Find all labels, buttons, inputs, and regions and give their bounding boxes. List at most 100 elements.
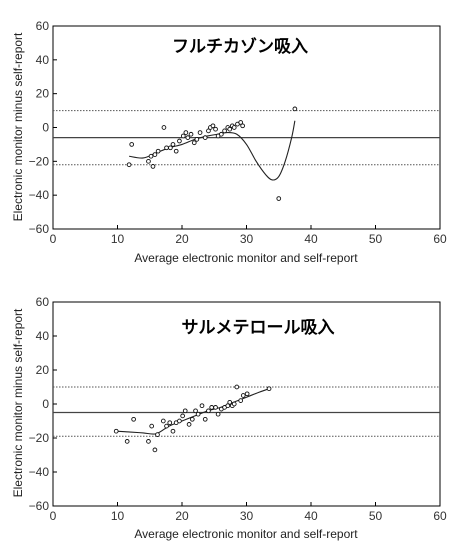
y-tick-label: −20 (29, 431, 50, 445)
data-point (266, 386, 272, 392)
x-tick-label: 30 (240, 232, 254, 246)
x-tick-label: 0 (50, 509, 57, 523)
data-point (186, 422, 192, 427)
data-point (170, 142, 176, 147)
y-ticks: 60 40 20 0 −20 −40 −60 (29, 295, 57, 513)
y-tick-label: −20 (29, 154, 50, 168)
data-point (160, 418, 166, 424)
data-point (202, 135, 208, 140)
y-tick-label: 40 (36, 329, 50, 343)
data-point (129, 142, 135, 147)
y-tick-label: 20 (36, 363, 50, 377)
y-ticks: 60 40 20 0 −20 −40 −60 (29, 19, 57, 236)
data-point (164, 145, 169, 151)
chart-title: フルチカゾン吸入 (172, 37, 308, 57)
x-tick-label: 10 (111, 509, 125, 523)
y-axis-label: Electronic monitor minus self-report (11, 32, 25, 221)
y-tick-label: 0 (42, 397, 49, 411)
data-point (164, 423, 169, 429)
data-point (161, 125, 167, 130)
x-tick-label: 20 (175, 509, 189, 523)
y-tick-label: −40 (29, 188, 50, 202)
x-tick-label: 40 (304, 509, 318, 523)
data-point (152, 447, 158, 453)
data-point (244, 391, 250, 397)
x-axis-label: Average electronic monitor and self-repo… (134, 251, 358, 265)
x-tick-label: 0 (50, 232, 57, 246)
data-point (193, 408, 198, 414)
data-point (180, 413, 185, 419)
data-point (148, 153, 154, 159)
data-point (231, 401, 237, 407)
data-point (113, 428, 119, 434)
data-point (170, 428, 176, 434)
x-tick-label: 20 (175, 232, 189, 246)
data-point (222, 128, 227, 134)
points-group (113, 384, 272, 453)
y-tick-label: −60 (29, 222, 50, 236)
data-point (231, 125, 237, 130)
y-tick-label: −40 (29, 465, 50, 479)
data-point (238, 120, 244, 125)
data-point (168, 145, 173, 151)
y-tick-label: 0 (42, 121, 49, 135)
x-tick-label: 60 (433, 509, 447, 523)
x-tick-label: 40 (304, 232, 318, 246)
data-point (124, 439, 130, 444)
trend-line (116, 388, 270, 435)
data-point (188, 131, 194, 137)
data-point (227, 399, 233, 405)
data-point (240, 393, 246, 398)
data-point (180, 133, 186, 139)
chart-panel-1: フルチカゾン吸入 60 40 20 0 −20 −40 −60 0 10 20 30 40 50 60 … (11, 19, 447, 265)
data-point (210, 123, 216, 129)
data-point (155, 432, 160, 437)
data-point (191, 140, 197, 146)
data-point (240, 123, 245, 129)
data-point (209, 405, 215, 410)
data-point (189, 416, 195, 422)
chart-title: サルメテロール吸入 (182, 318, 335, 338)
data-point (194, 136, 200, 142)
data-point (146, 439, 151, 444)
data-point (131, 416, 136, 422)
data-point (202, 416, 208, 422)
data-point (215, 411, 221, 417)
data-point (206, 128, 211, 134)
data-point (234, 384, 240, 390)
data-point (177, 138, 182, 144)
data-point (126, 162, 132, 168)
data-point (149, 423, 155, 429)
y-tick-label: 20 (36, 87, 50, 101)
y-tick-label: 60 (36, 19, 50, 33)
x-ticks: 0 10 20 30 40 50 60 (50, 502, 447, 523)
trend-line (129, 120, 296, 181)
reference-lines (53, 110, 440, 166)
x-tick-label: 50 (369, 232, 383, 246)
data-point (150, 164, 156, 169)
data-point (213, 405, 218, 410)
data-point (218, 131, 224, 137)
trend-line-group (116, 388, 270, 435)
data-point (238, 398, 244, 403)
data-point (146, 158, 151, 164)
data-point (173, 148, 179, 154)
x-ticks: 0 10 20 30 40 50 60 (50, 225, 447, 246)
y-tick-label: −60 (29, 499, 50, 513)
data-point (213, 126, 218, 132)
points-group (126, 106, 298, 201)
data-point (195, 411, 201, 417)
data-point (225, 403, 231, 409)
reference-lines (53, 386, 440, 437)
x-tick-label: 30 (240, 509, 254, 523)
x-tick-label: 60 (433, 232, 447, 246)
data-point (167, 420, 173, 426)
y-tick-label: 60 (36, 295, 50, 309)
data-point (206, 408, 211, 414)
data-point (177, 418, 182, 424)
data-point (197, 130, 203, 135)
y-axis-label: Electronic monitor minus self-report (11, 308, 25, 497)
data-point (276, 196, 282, 201)
y-tick-label: 40 (36, 53, 50, 67)
trend-line-group (129, 120, 296, 181)
